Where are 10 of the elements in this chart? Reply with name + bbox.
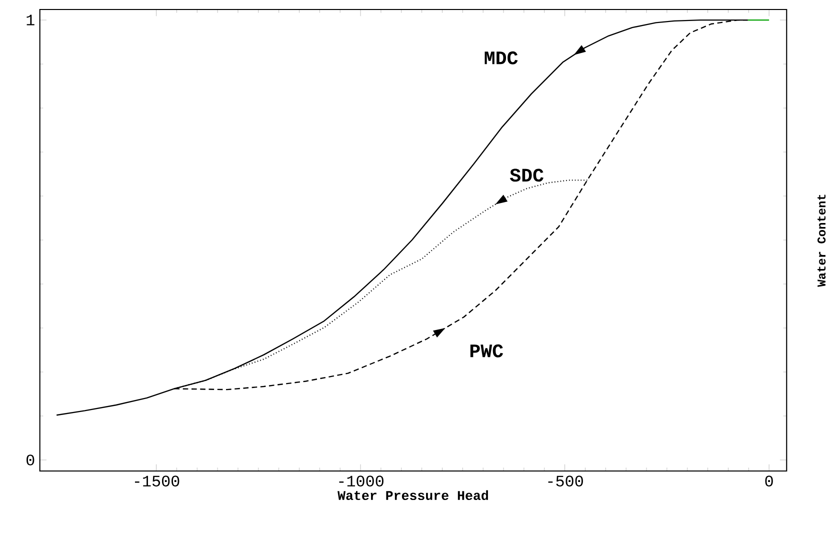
series-label: SDC	[510, 168, 544, 182]
y-tick-label: 1	[26, 14, 34, 26]
x-tick-label: 0	[765, 476, 773, 487]
x-tick-label: -1000	[339, 476, 384, 487]
series-label: PWC	[470, 344, 504, 358]
series-label: MDC	[484, 52, 518, 65]
x-tick-label: -1500	[134, 476, 180, 487]
y-axis-title: Water Content	[817, 194, 826, 287]
x-tick-label: -500	[548, 476, 583, 487]
x-axis-title: Water Pressure Head	[338, 490, 488, 500]
